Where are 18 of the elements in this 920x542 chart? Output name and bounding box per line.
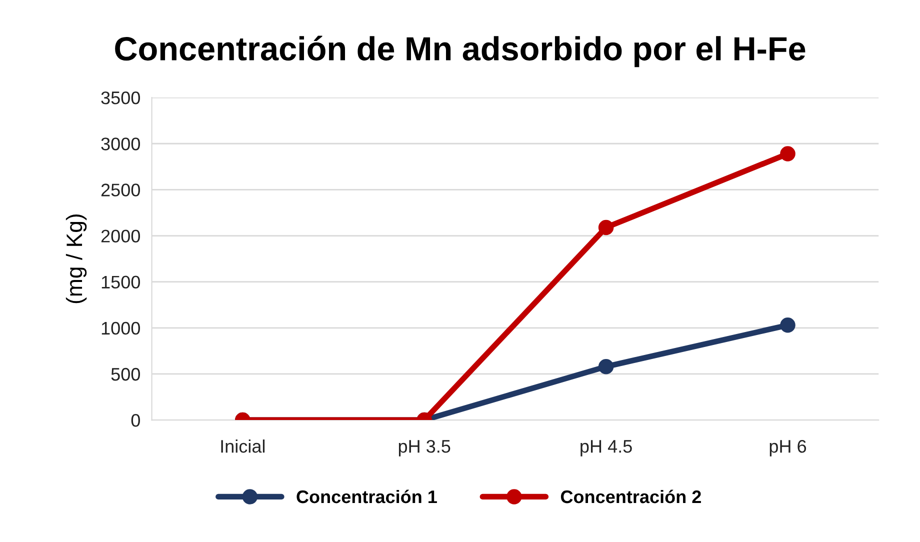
point [780,146,796,162]
legend-label: Concentración 2 [560,490,701,504]
y-tick-label: 3000 [101,138,140,150]
chart-title: Concentración de Mn adsorbido por el H-Fe [115,36,806,68]
x-tick-label: pH 4.5 [580,440,632,456]
point [598,220,614,236]
x-tick-label: Inicial [221,439,265,453]
x-tick-label: pH 6 [770,440,806,456]
y-tick-label: 2000 [101,230,140,242]
y-axis-title: (mg / Kg) [66,214,87,304]
y-tick-label: 3500 [101,91,140,104]
y-tick-label: 500 [111,368,140,381]
y-tick-label: 0 [131,414,140,427]
y-tick-label: 1500 [102,276,140,289]
x-tick-label: pH 3.5 [398,440,450,456]
legend-label: Concentración 1 [296,490,437,504]
y-tick-label: 2500 [101,184,140,196]
y-tick-label: 1000 [102,322,140,335]
